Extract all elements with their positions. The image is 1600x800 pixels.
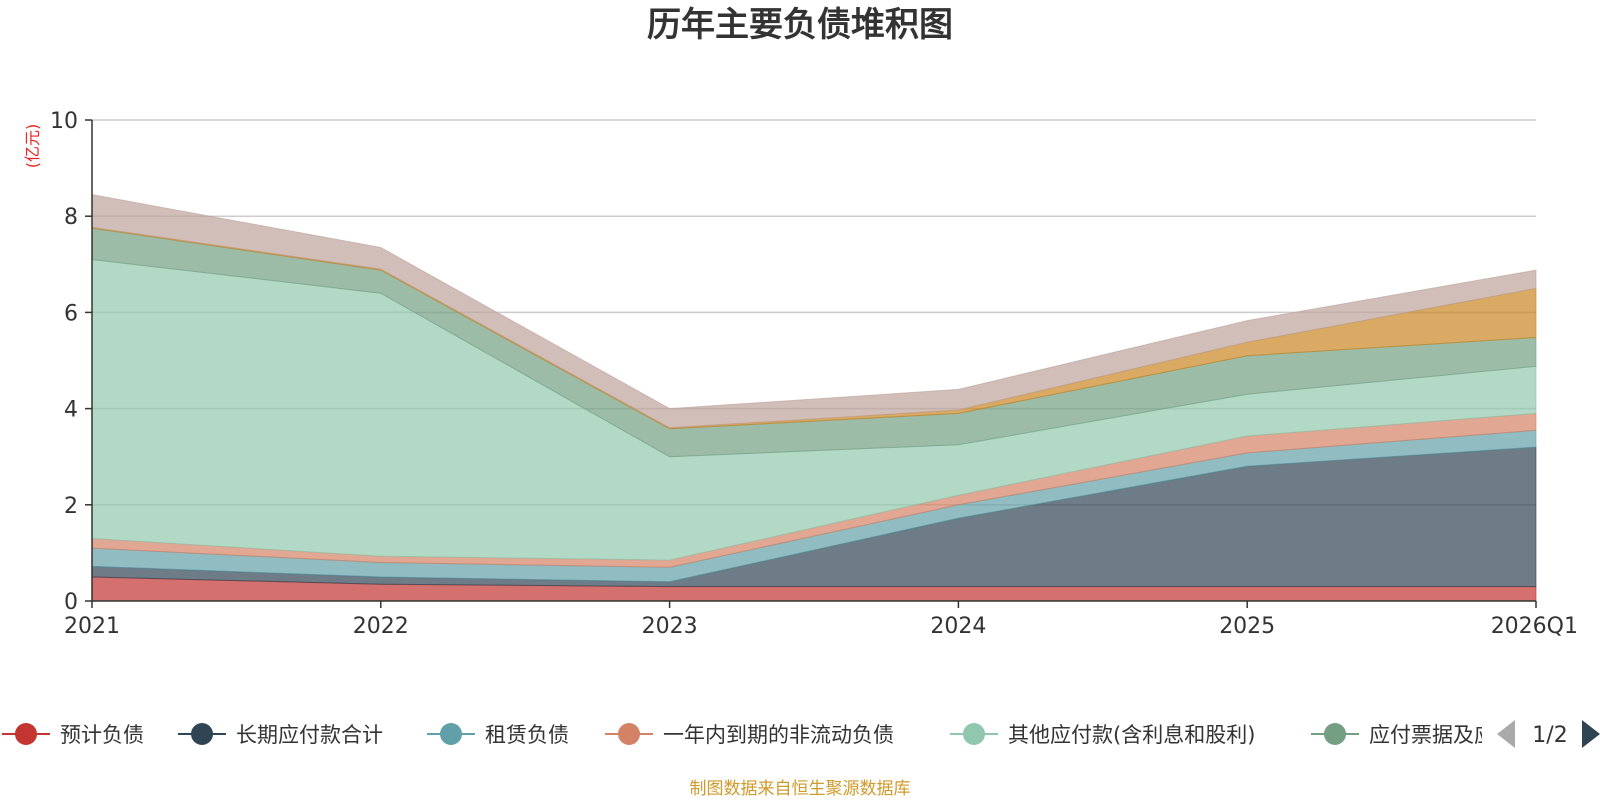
x-tick-label: 2023 <box>642 614 698 639</box>
legend-item[interactable]: 应付票据及应付账款 <box>1311 723 1558 747</box>
y-tick-label: 4 <box>64 398 78 423</box>
legend-marker-icon <box>618 723 640 745</box>
legend-marker-icon <box>1324 723 1346 745</box>
legend-next-page-icon[interactable] <box>1582 720 1600 748</box>
x-tick-label: 2022 <box>353 614 409 639</box>
legend-page-indicator: 1/2 <box>1532 723 1567 748</box>
y-tick-label: 8 <box>64 205 78 230</box>
y-tick-label: 2 <box>64 494 78 519</box>
legend-item[interactable]: 长期应付款合计 <box>178 723 383 747</box>
y-tick-label: 6 <box>64 301 78 326</box>
y-tick-label: 10 <box>50 109 78 134</box>
x-tick-label: 2024 <box>930 614 986 639</box>
legend-marker-icon <box>191 723 213 745</box>
legend-item[interactable]: 一年内到期的非流动负债 <box>605 723 894 747</box>
tick-labels: 0 2 4 6 8 10 2021 2022 2023 2024 2025 2026Q1 <box>50 109 1578 639</box>
axes <box>85 119 1537 608</box>
legend-marker-icon <box>15 723 37 745</box>
y-axis-unit-label: (亿元) <box>23 124 42 169</box>
area-series-7[interactable] <box>91 194 1537 429</box>
legend-label: 租赁负债 <box>485 723 569 747</box>
legend-marker-icon <box>440 723 462 745</box>
x-tick-label: 2025 <box>1219 614 1275 639</box>
legend-label: 一年内到期的非流动负债 <box>663 723 894 747</box>
legend: 预计负债 长期应付款合计 租赁负债 一年内到期的非流动负债 其他应付款(含利息和股利) 应… <box>2 720 1600 748</box>
legend-item[interactable]: 其他应付款(含利息和股利) <box>950 723 1255 747</box>
legend-item[interactable]: 预计负债 <box>2 723 144 747</box>
stacked-areas <box>91 194 1537 602</box>
x-tick-label: 2021 <box>64 614 120 639</box>
legend-marker-icon <box>963 723 985 745</box>
legend-prev-page-icon[interactable] <box>1497 720 1515 748</box>
data-source-note: 制图数据来自恒生聚源数据库 <box>690 779 911 799</box>
legend-label: 长期应付款合计 <box>236 723 383 747</box>
chart-title: 历年主要负债堆积图 <box>647 5 953 45</box>
legend-label: 应付票据及应付账款 <box>1369 723 1558 747</box>
x-tick-label: 2026Q1 <box>1491 614 1578 639</box>
legend-label: 其他应付款(含利息和股利) <box>1008 723 1255 747</box>
y-tick-label: 0 <box>64 590 78 615</box>
legend-label: 预计负债 <box>60 723 144 747</box>
legend-item[interactable]: 租赁负债 <box>427 723 569 747</box>
